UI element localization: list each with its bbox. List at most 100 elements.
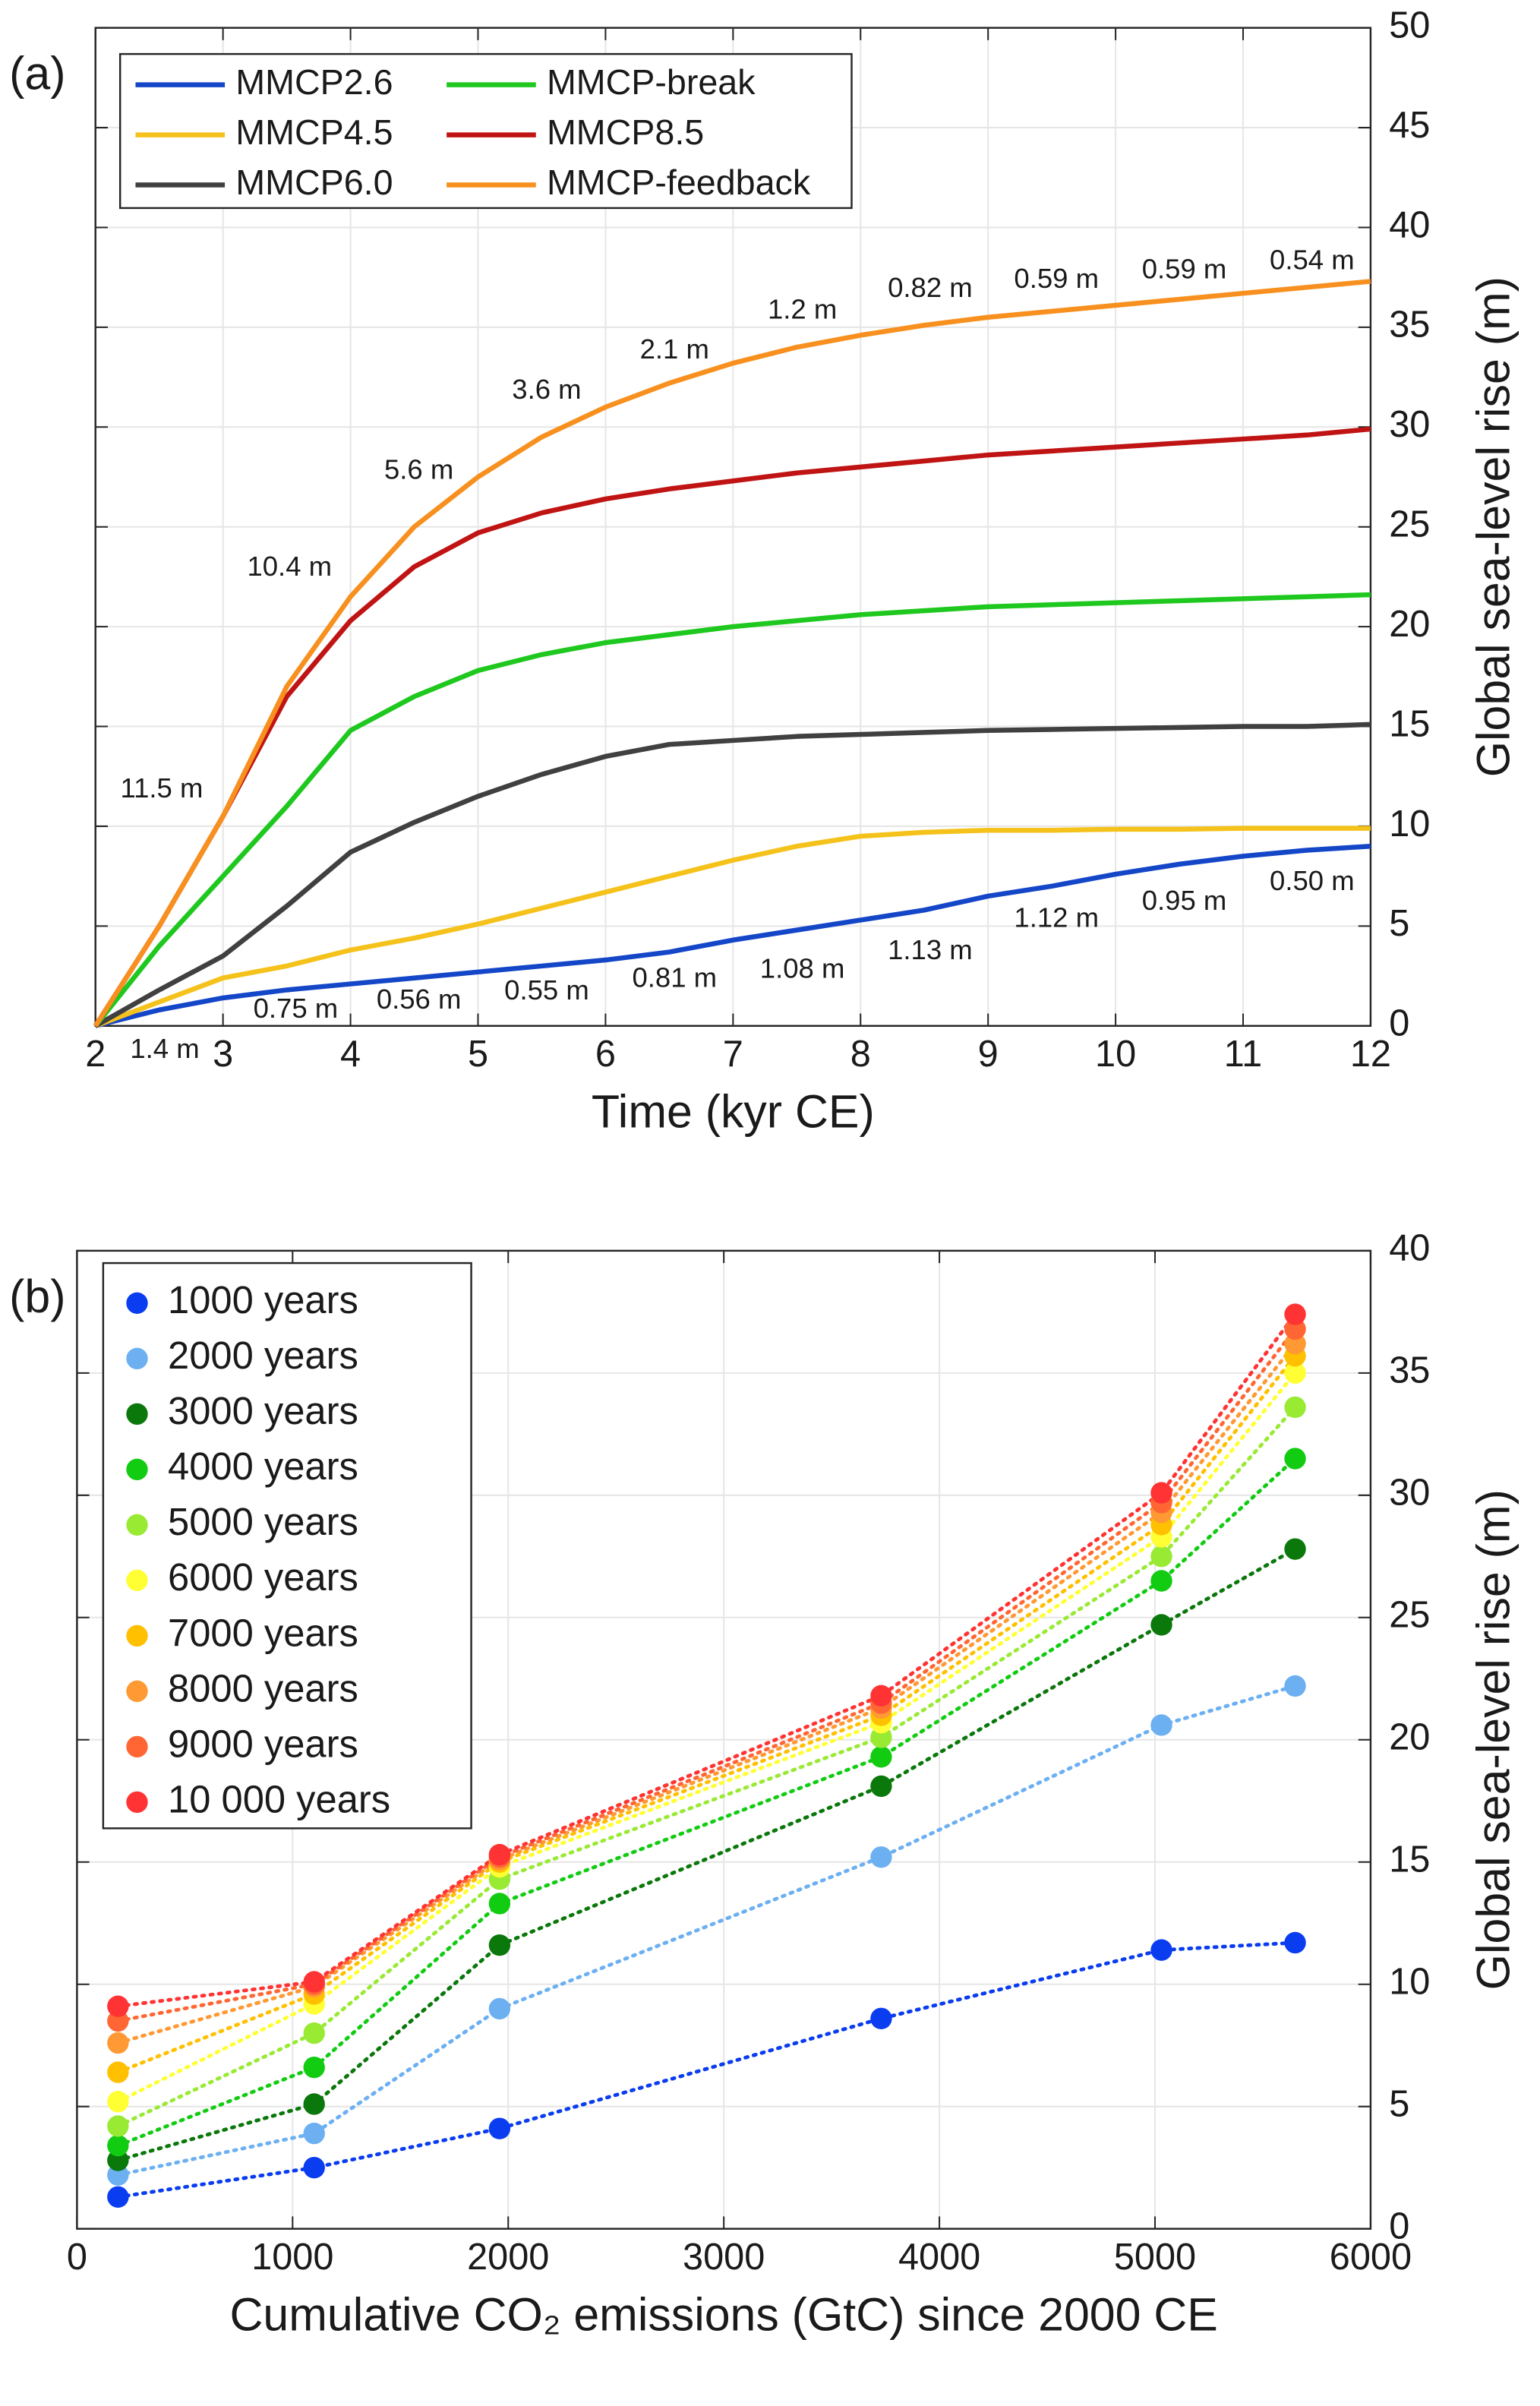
point	[107, 2134, 129, 2157]
annotation: 1.08 m	[760, 952, 845, 984]
point	[1150, 1546, 1172, 1568]
point	[870, 1746, 892, 1768]
line	[93, 426, 1371, 1028]
dotted-line	[115, 1327, 1297, 2023]
legend-label: 6000 years	[168, 1555, 358, 1599]
point	[870, 1846, 892, 1868]
legend-label: 7000 years	[168, 1611, 358, 1654]
y-tick-label: 50	[1389, 5, 1430, 46]
line	[94, 843, 1371, 1028]
x-tick-label: 7	[723, 1034, 743, 1075]
dotted-line	[115, 1405, 1297, 2128]
x-tick-label: 11	[1224, 1034, 1263, 1075]
y-axis-label: Global sea-level rise (m)	[1467, 1489, 1519, 1990]
legend-label: 4000 years	[168, 1445, 358, 1488]
y-tick-label: 15	[1389, 703, 1430, 744]
legend-swatch	[126, 1791, 148, 1814]
legend-label: 9000 years	[168, 1722, 358, 1765]
point	[488, 1893, 511, 1915]
legend-swatch	[126, 1514, 148, 1536]
point	[1150, 1614, 1172, 1636]
legend-swatch	[126, 1458, 148, 1481]
dotted-line	[115, 1547, 1297, 2162]
annotation: 2.1 m	[640, 333, 709, 365]
point	[1284, 1538, 1306, 1560]
legend-label: 1000 years	[168, 1278, 358, 1321]
dotted-line	[115, 1341, 1297, 2045]
panel-label: (a)	[9, 48, 65, 99]
x-tick-label: 12	[1350, 1034, 1391, 1075]
point	[870, 1685, 892, 1707]
point	[107, 2115, 129, 2137]
y-tick-label: 45	[1389, 105, 1430, 146]
y-tick-label: 30	[1389, 404, 1430, 445]
dotted-line	[115, 1457, 1297, 2148]
annotation: 10.4 m	[247, 551, 332, 582]
y-tick-label: 20	[1389, 604, 1430, 645]
x-tick-label: 3000	[683, 2237, 765, 2278]
x-tick-label: 6	[595, 1034, 616, 1075]
dotted-line	[115, 1371, 1297, 2104]
x-tick-label: 1000	[251, 2237, 333, 2278]
point	[488, 1934, 511, 1956]
x-tick-label: 8	[850, 1034, 871, 1075]
point	[488, 1843, 511, 1866]
legend-label: MMCP-break	[547, 62, 756, 102]
y-tick-label: 5	[1389, 2084, 1409, 2125]
annotation: 0.50 m	[1270, 865, 1355, 896]
x-tick-label: 5	[468, 1034, 488, 1075]
y-tick-label: 25	[1389, 504, 1430, 545]
line	[93, 592, 1371, 1028]
point	[303, 2093, 325, 2115]
legend-label: 8000 years	[168, 1666, 358, 1710]
x-tick-label: 9	[978, 1034, 999, 1075]
legend-swatch	[126, 1403, 148, 1426]
point	[488, 1997, 511, 2020]
point	[107, 2032, 129, 2054]
x-tick-label: 6000	[1330, 2237, 1412, 2278]
legend-label: MMCP4.5	[235, 112, 393, 152]
line	[94, 826, 1371, 1028]
y-tick-label: 0	[1389, 2206, 1409, 2247]
dotted-line	[115, 1684, 1297, 2177]
annotation: 3.6 m	[512, 374, 581, 405]
annotation: 5.6 m	[384, 453, 453, 485]
y-tick-label: 5	[1389, 903, 1409, 944]
point	[303, 2156, 325, 2179]
legend-label: MMCP-feedback	[547, 163, 811, 202]
point	[1284, 1303, 1306, 1325]
annotation: 0.54 m	[1270, 245, 1355, 276]
y-tick-label: 35	[1389, 1350, 1430, 1391]
legend-label: 5000 years	[168, 1500, 358, 1543]
legend-label: MMCP8.5	[547, 112, 704, 152]
point	[303, 2056, 325, 2079]
legend-label: MMCP6.0	[235, 163, 393, 202]
annotation: 0.95 m	[1142, 885, 1227, 916]
point	[1284, 1396, 1306, 1419]
point	[1150, 1939, 1172, 1961]
point	[1284, 1362, 1306, 1385]
point	[1284, 1675, 1306, 1697]
annotation: 0.55 m	[504, 974, 589, 1006]
dotted-line	[115, 1312, 1297, 2009]
annotation: 0.75 m	[254, 993, 339, 1024]
x-tick-label: 3	[213, 1034, 233, 1075]
x-tick-label: 4	[340, 1034, 361, 1075]
legend-swatch	[126, 1292, 148, 1315]
annotation: 0.59 m	[1014, 263, 1099, 294]
point	[303, 2122, 325, 2145]
point	[1284, 1931, 1306, 1954]
point	[107, 2186, 129, 2208]
annotation: 1.4 m	[130, 1033, 199, 1064]
legend-label: MMCP2.6	[235, 62, 393, 102]
legend-swatch	[126, 1735, 148, 1758]
x-tick-label: 10	[1095, 1034, 1136, 1075]
legend-swatch	[126, 1680, 148, 1703]
x-tick-label: 2000	[467, 2237, 549, 2278]
point	[488, 2117, 511, 2139]
y-axis-label: Global sea-level rise (m)	[1467, 276, 1519, 777]
x-tick-label: 5000	[1114, 2237, 1196, 2278]
line	[94, 721, 1371, 1028]
annotation: 0.59 m	[1142, 254, 1227, 285]
point	[303, 2022, 325, 2044]
